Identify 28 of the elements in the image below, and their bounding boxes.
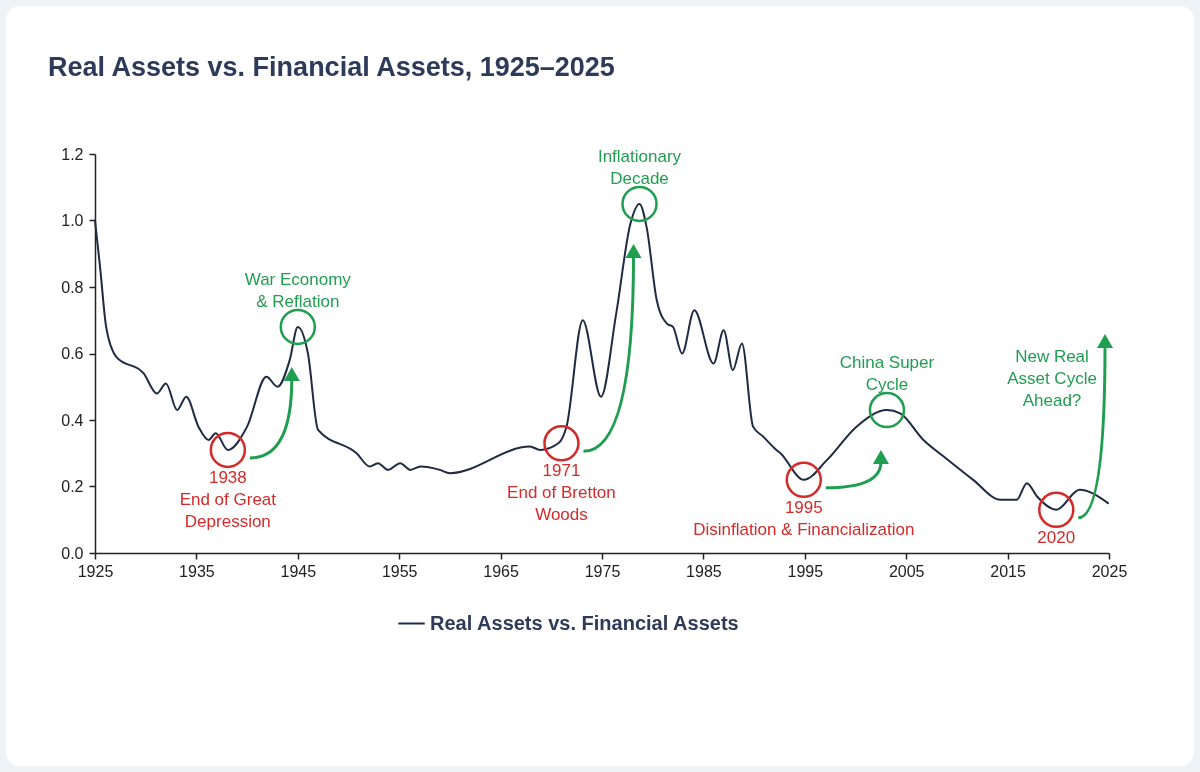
x-tick-label: 1925 [77,562,114,580]
y-tick-label: 0.8 [61,278,84,296]
x-tick-label: 1995 [787,562,824,580]
y-tick-label: 0.6 [61,345,84,362]
annotation: War Economy & Reflation [244,269,352,311]
annotation: 1938 End of Great Depression [179,467,277,531]
annotation: 1995 Disinflation & Financialization [693,497,915,539]
x-tick-label: 1955 [381,562,418,580]
chart-title: Real Assets vs. Financial Assets, 1925–2025 [48,52,615,82]
y-tick-label: 1.0 [61,212,84,229]
x-tick-label: 1985 [686,562,722,580]
x-tick-label: 1935 [179,562,215,580]
annotation: 2020 [1037,527,1076,547]
x-tick-label: 2025 [1091,562,1128,580]
annotation: China Super Cycle [839,353,935,395]
y-tick-label: 1.2 [61,145,84,163]
y-tick-label: 0.0 [61,544,84,562]
x-tick-label: 1965 [483,562,519,580]
annotation: New Real Asset Cycle Ahead? [1007,347,1097,410]
x-tick-label: 2015 [990,562,1026,580]
y-tick-label: 0.4 [61,411,84,429]
annotation: Inflationary Decade [597,146,682,188]
annotation: 1971 End of Bretton Woods [507,461,616,525]
legend-label: Real Assets vs. Financial Assets [430,611,739,634]
x-tick-label: 1975 [584,562,621,580]
y-tick-label: 0.2 [61,478,84,495]
x-tick-label: 1945 [280,562,317,580]
x-tick-label: 2005 [888,562,925,580]
